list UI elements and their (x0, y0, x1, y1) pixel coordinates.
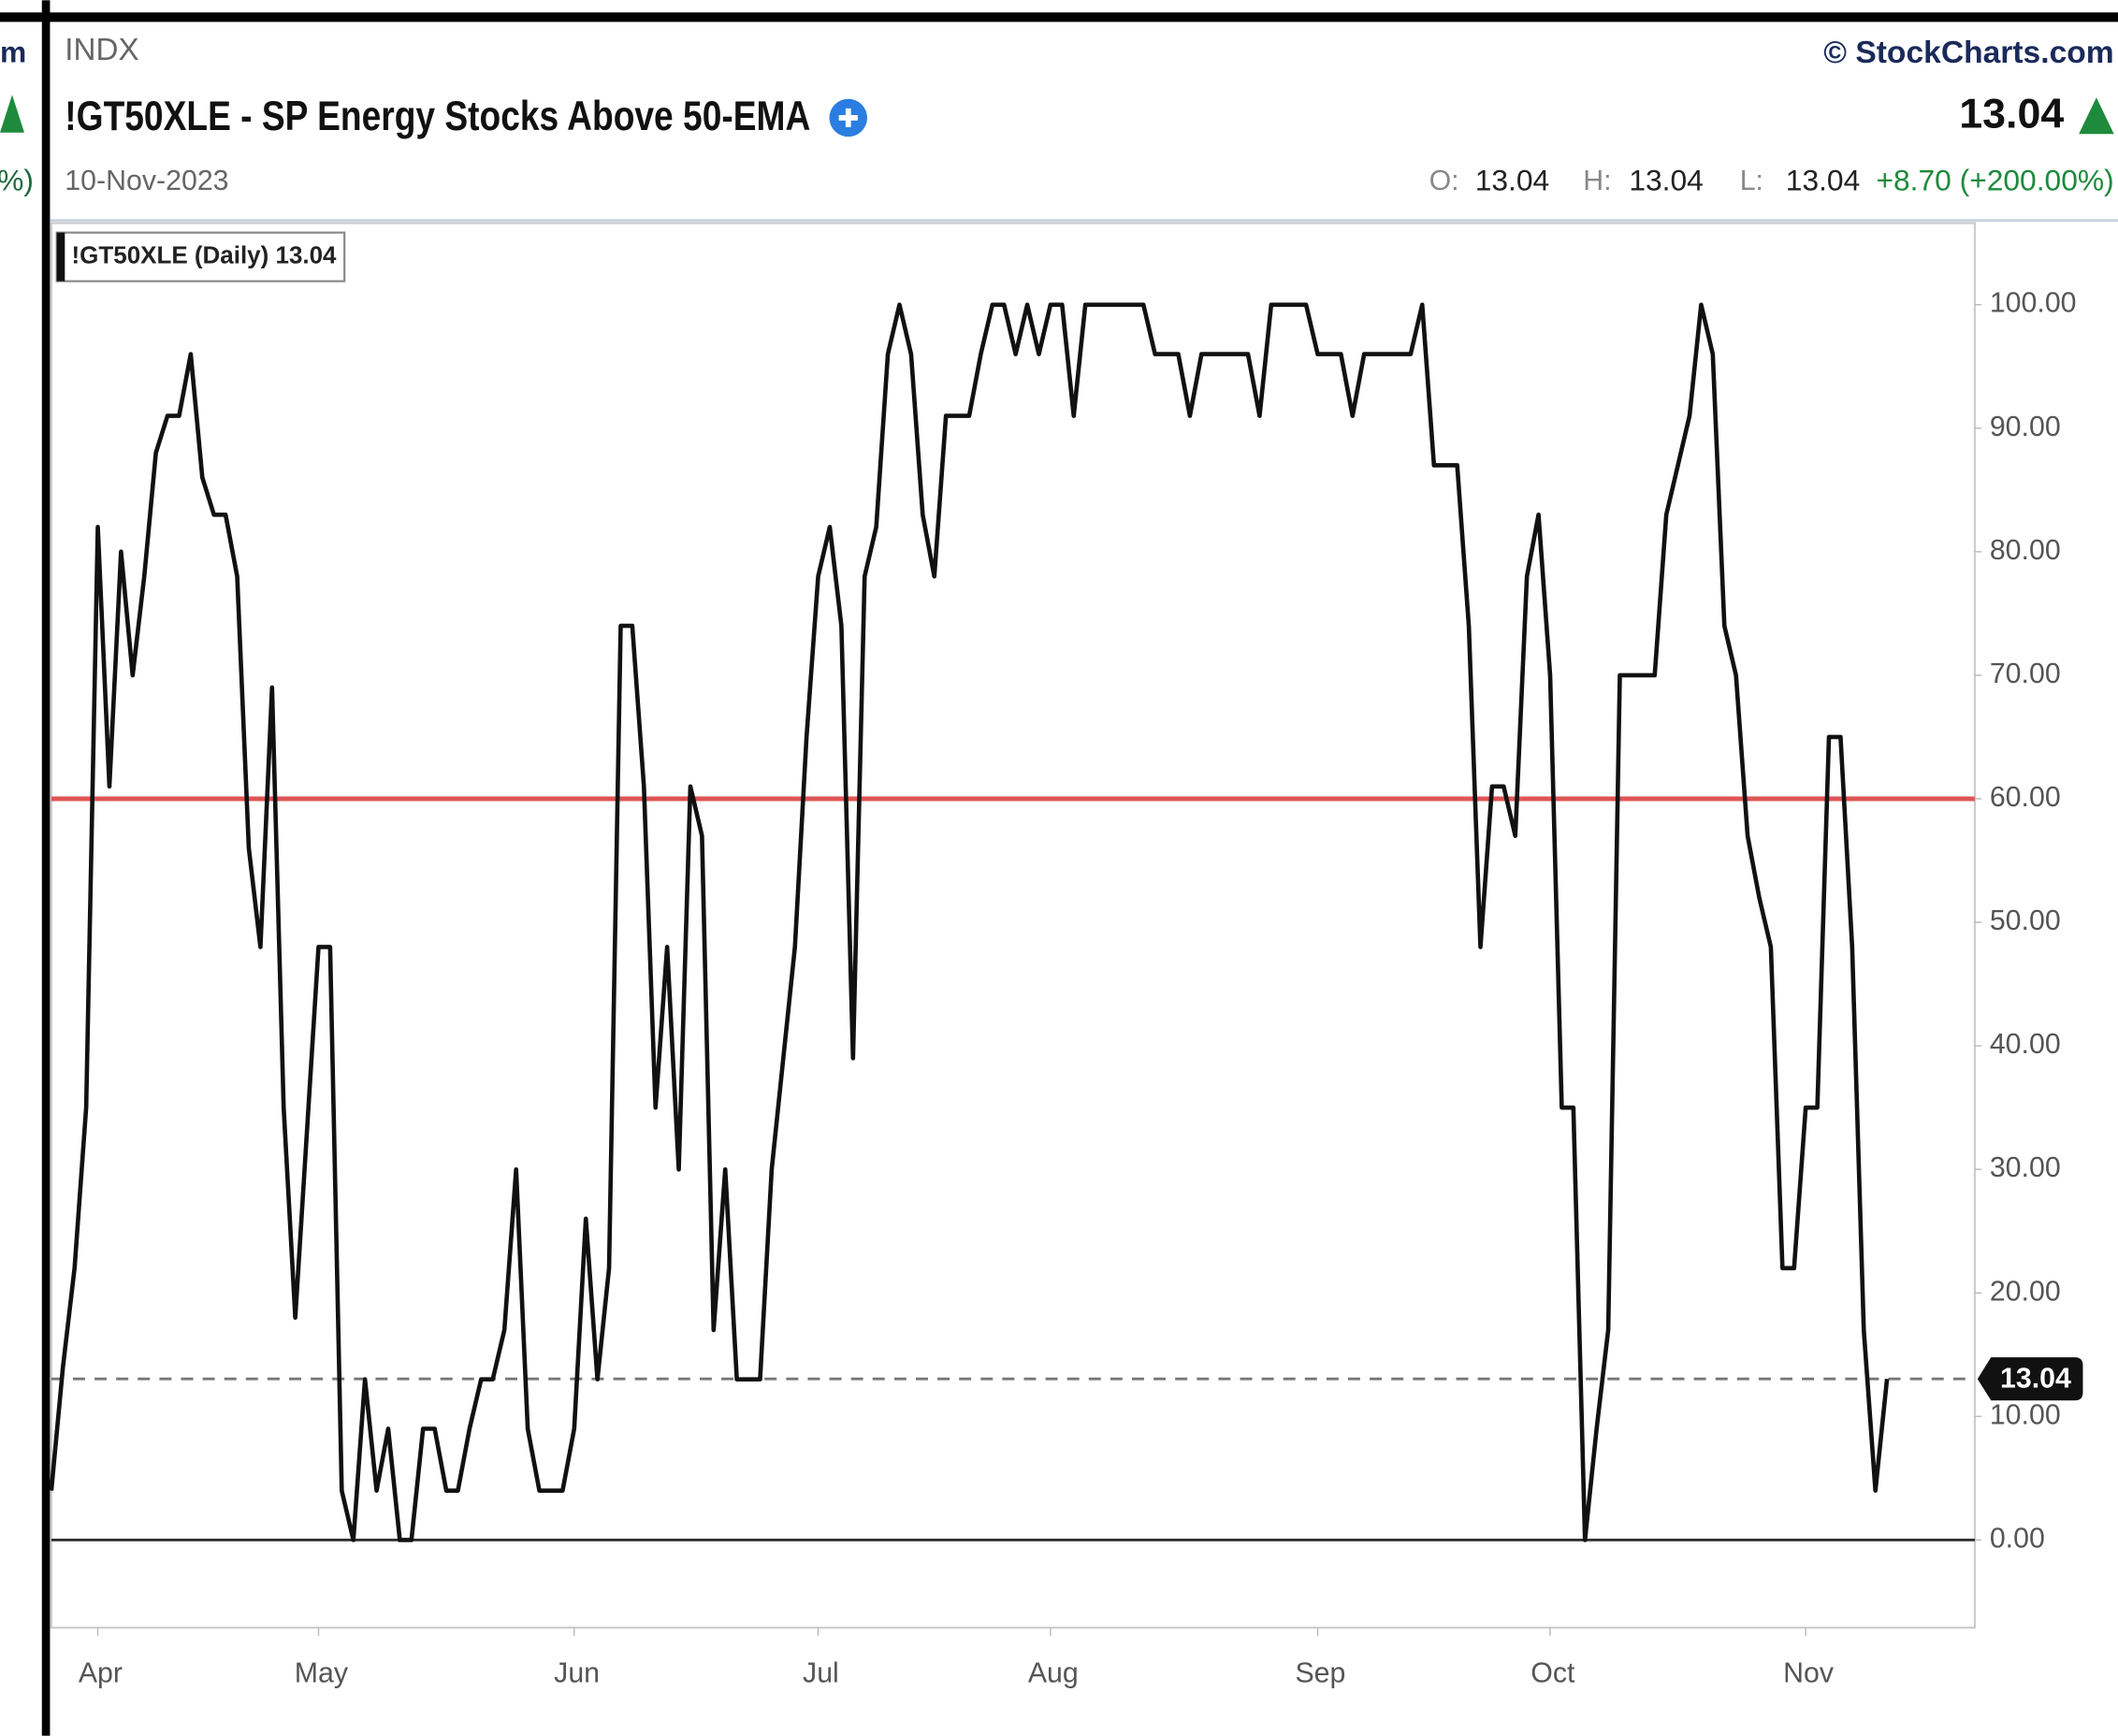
brand: © StockCharts.com (1823, 36, 2113, 70)
ohlc-value: 13.04 (1475, 164, 1549, 197)
add-button[interactable] (829, 98, 867, 137)
y-tick-label: 10.00 (1990, 1399, 2061, 1430)
legend: !GT50XLE (Daily) 13.04 (55, 231, 346, 282)
change: +8.70 (+200.00%) (1876, 164, 2113, 197)
y-tick-label: 20.00 (1990, 1276, 2061, 1307)
left-fragment: %) (0, 164, 34, 197)
x-tick-label: Nov (1783, 1658, 1835, 1689)
panel-divider (41, 0, 51, 1736)
x-tick-label: Oct (1530, 1658, 1575, 1689)
ohlc-label: O: (1429, 166, 1459, 196)
left-fragment: m (0, 35, 26, 68)
chart-title: !GT50XLE - SP Energy Stocks Above 50-EMA (65, 93, 810, 139)
price-tag (1977, 1357, 2083, 1401)
y-tick-label: 50.00 (1990, 905, 2061, 936)
up-arrow (2079, 97, 2114, 135)
y-tick-label: 80.00 (1990, 535, 2061, 566)
x-tick-label: Jun (554, 1658, 600, 1689)
legend-swatch (56, 232, 65, 282)
ohlc-value: 13.04 (1786, 164, 1860, 197)
series-line (49, 302, 1890, 1542)
legend-box (55, 231, 346, 282)
y-tick-label: 60.00 (1990, 782, 2061, 813)
ohlc-label: L: (1740, 166, 1763, 196)
x-tick-label: Aug (1028, 1658, 1079, 1689)
y-tick-label: 90.00 (1990, 412, 2061, 442)
price-tag-label: 13.04 (2000, 1364, 2071, 1395)
x-tick-label: Apr (79, 1658, 123, 1689)
plot-frame (50, 222, 1977, 1629)
top-border (0, 12, 2118, 22)
x-tick-label: Sep (1295, 1658, 1345, 1689)
x-tick-label: Jul (803, 1658, 839, 1689)
ohlc-label: H: (1583, 166, 1611, 196)
left-fragment-arrow (0, 94, 24, 133)
exchange: INDX (65, 33, 138, 67)
last-value: 13.04 (1959, 90, 2064, 137)
y-tick-label: 70.00 (1990, 658, 2061, 689)
ohlc: O: 13.04 H: 13.04 L: 13.04 (1429, 164, 1861, 197)
y-tick-label: 30.00 (1990, 1152, 2061, 1183)
plot: 0.00 10.00 20.00 30.00 40.00 50.00 60.00 70.00 8… (49, 288, 2083, 1689)
y-tick-label: 100.00 (1990, 288, 2077, 319)
date: 10-Nov-2023 (65, 166, 228, 196)
y-tick-label: 40.00 (1990, 1029, 2061, 1060)
legend-label: !GT50XLE (Daily) 13.04 (72, 241, 338, 269)
y-tick-label: 0.00 (1990, 1523, 2045, 1554)
x-tick-label: May (295, 1658, 349, 1689)
ohlc-value: 13.04 (1629, 164, 1703, 197)
